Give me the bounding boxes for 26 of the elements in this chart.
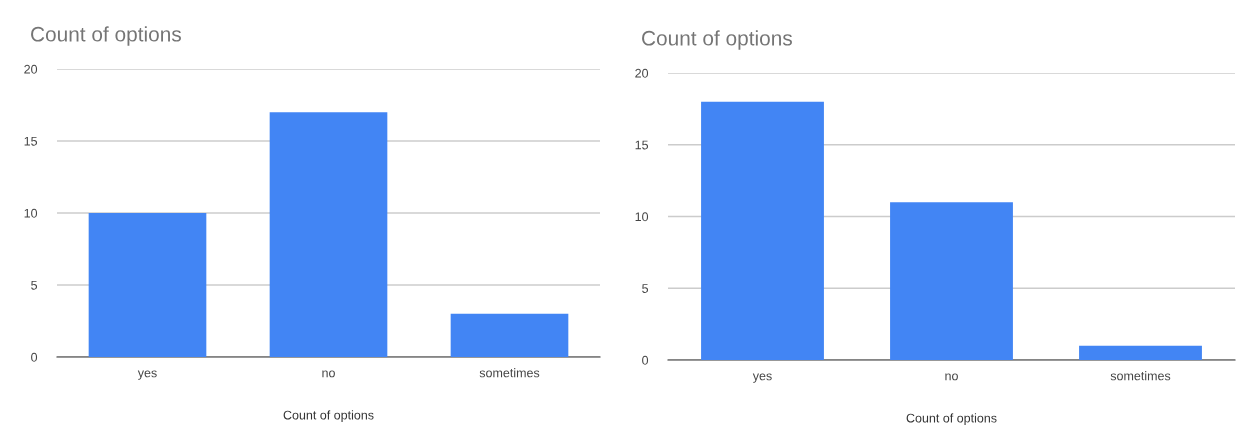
y-tick-label: 15 [635,140,649,150]
y-tick-label: 10 [24,208,38,218]
y-tick-label: 10 [635,212,649,222]
y-tick-label: 15 [24,136,38,146]
x-tick-label: sometimes [1110,371,1171,381]
bar [88,213,207,357]
x-tick-label: yes [752,373,772,383]
bar [890,202,1013,360]
y-tick-label: 5 [642,284,649,293]
bar [1079,345,1202,360]
chart-title: Count of options [642,30,792,50]
y-tick-label: 0 [31,352,38,362]
x-tick-label: yes [137,370,157,380]
x-tick-label: sometimes [479,368,540,378]
y-tick-label: 20 [24,64,38,74]
y-tick-label: 0 [642,355,649,365]
x-axis-title: Count of options [283,410,374,422]
bar [450,313,569,357]
y-tick-label: 20 [635,68,649,78]
bar [269,112,388,357]
x-axis-title: Count of options [906,413,997,425]
y-tick-label: 5 [31,280,38,290]
bar [701,101,824,360]
chart-title: Count of options [31,26,181,46]
x-tick-label: no [945,373,958,381]
x-tick-label: no [322,370,335,378]
